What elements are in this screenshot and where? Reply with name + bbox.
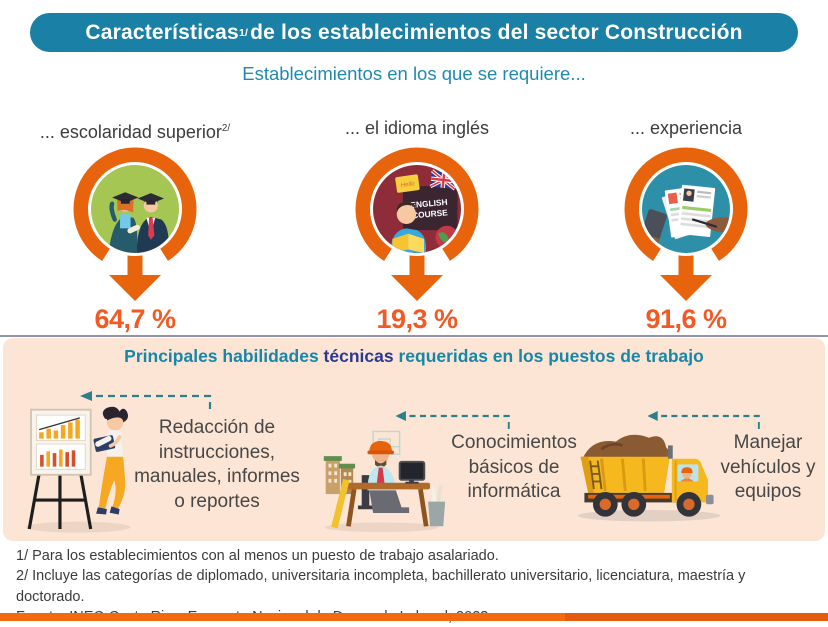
stat-experiencia: ... experiencia xyxy=(571,116,801,335)
title-footnote-marker: 1/ xyxy=(238,26,249,39)
stat-value: 19,3 % xyxy=(376,304,458,334)
stat-label: ... el idioma inglés xyxy=(344,118,490,138)
title-text-rest: de los establecimientos del sector Const… xyxy=(250,20,743,44)
stat-value: 91,6 % xyxy=(645,304,727,334)
stat-label: ... escolaridad superior2/ xyxy=(39,122,231,142)
skill-text-informatica: Conocimientos básicos de informática xyxy=(451,432,577,503)
dump-truck-icon xyxy=(577,434,721,522)
stat-escolaridad-superior: ... escolaridad superior2/ xyxy=(20,116,250,335)
footnote-1: 1/ Para los establecimientos con al meno… xyxy=(16,548,499,564)
engineer-computer-icon xyxy=(323,430,446,532)
bottom-accent-bar-dark-segment xyxy=(565,613,828,621)
skill-text-vehiculos: Manejar vehículos y equipos xyxy=(720,432,816,503)
board-text-1: ENGLISH xyxy=(410,197,448,210)
bottom-accent-bar xyxy=(0,613,828,621)
woman-flipchart-icon xyxy=(25,406,131,533)
graduates-icon xyxy=(73,147,197,301)
uk-flag-icon xyxy=(429,169,458,191)
dashed-arrow-icon xyxy=(395,411,510,429)
skill-text-redaccion: Redacción de instrucciones, manuales, in… xyxy=(134,417,300,513)
label-footnote-marker: 2/ xyxy=(221,123,231,134)
stat-label: ... experiencia xyxy=(629,118,743,138)
board-text-2: COURSE xyxy=(412,207,449,220)
subtitle: Establecimientos en los que se requiere.… xyxy=(242,63,586,84)
english-course-icon: ENGLISH COURSE Hello xyxy=(355,147,479,301)
stat-idioma-ingles: ... el idioma inglés ENGLISH COURSE xyxy=(302,116,532,335)
resumes-hand-icon xyxy=(624,147,748,301)
skills-heading-highlight: técnicas xyxy=(323,346,394,366)
dashed-arrow-icon xyxy=(647,411,760,429)
title-text: Características xyxy=(85,20,239,44)
skills-heading: Principales habilidades técnicas requeri… xyxy=(124,346,704,366)
stat-value: 64,7 % xyxy=(94,304,176,334)
hello-note-text: Hello xyxy=(400,180,415,189)
dashed-arrow-icon xyxy=(80,391,212,409)
page-title: Características 1/ de los establecimiento… xyxy=(30,13,798,52)
section-divider xyxy=(0,335,828,337)
footnote-2: 2/ Incluye las categorías de diplomado, … xyxy=(16,568,746,605)
